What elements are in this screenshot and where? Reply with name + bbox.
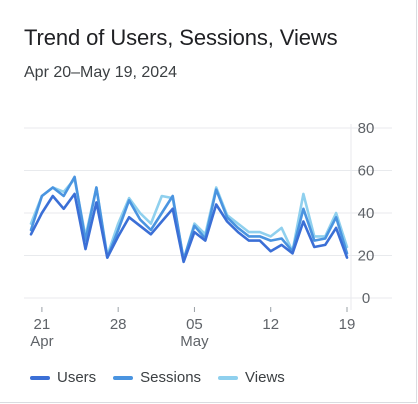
legend-label-views: Views [245, 369, 285, 386]
chart-title: Trend of Users, Sessions, Views [24, 25, 338, 50]
y-axis: 0 20 40 60 80 [358, 120, 375, 307]
y-tick-label: 80 [358, 120, 375, 137]
legend-swatch-users [30, 375, 50, 380]
x-tick-label: 28 [110, 316, 127, 333]
legend-swatch-sessions [113, 375, 134, 380]
series-lines [29, 175, 349, 264]
chart-date-range: Apr 20–May 19, 2024 [24, 64, 177, 81]
y-tick-label: 60 [358, 163, 375, 180]
y-tick-label: 0 [362, 290, 370, 307]
x-tick-label: 21 [34, 316, 51, 333]
series-line-users[interactable] [29, 192, 349, 264]
legend-label-sessions: Sessions [140, 369, 202, 386]
x-tick-label: 05 [186, 316, 203, 333]
x-tick-sublabel: Apr [30, 333, 53, 350]
chart-legend: Users Sessions Views [30, 369, 302, 386]
x-tick-label: 19 [339, 316, 356, 333]
legend-swatch-views [218, 375, 239, 380]
legend-label-users: Users [57, 369, 97, 386]
x-tick-sublabel: May [180, 333, 209, 350]
legend-item-users[interactable]: Users [30, 369, 96, 386]
grid-lines [24, 124, 392, 310]
y-tick-label: 20 [358, 248, 375, 265]
y-tick-label: 40 [358, 205, 375, 222]
x-tick-label: 12 [262, 316, 279, 333]
legend-item-views[interactable]: Views [218, 369, 285, 386]
legend-item-sessions[interactable]: Sessions [113, 369, 201, 386]
